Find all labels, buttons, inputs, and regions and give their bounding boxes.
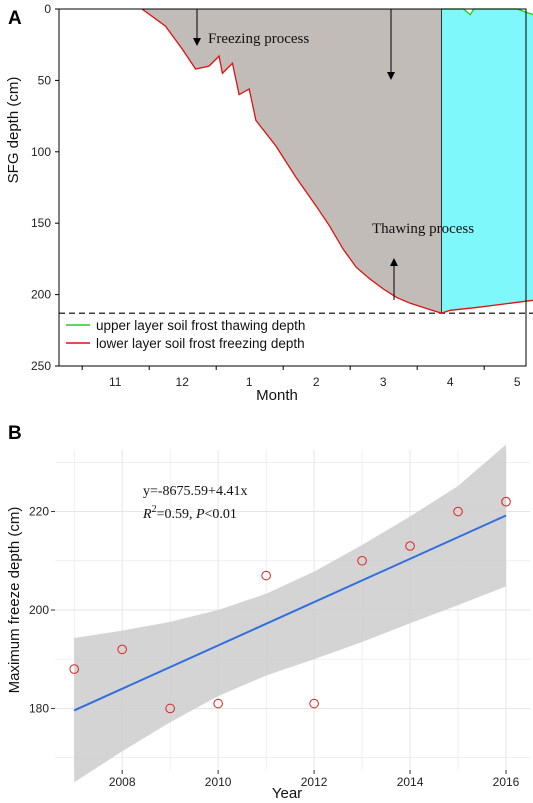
data-point (405, 541, 415, 551)
x-tick-label: 2014 (397, 775, 424, 789)
x-tick-label: 3 (380, 375, 387, 389)
x-tick-label: 11 (109, 375, 122, 389)
data-point (453, 506, 463, 517)
x-tick-label: 2016 (493, 775, 520, 789)
panel-b-ylabel: Maximum freeze depth (cm) (6, 507, 23, 694)
r2-value: =0.59, (157, 507, 196, 522)
thawing-area (441, 9, 533, 314)
r2-symbol: R (142, 507, 152, 522)
panel-b-plot (55, 444, 530, 783)
x-tick-label: 4 (447, 375, 454, 389)
panel-a-y-ticks: 0 50 100 150 200 250 (31, 2, 59, 373)
panel-a-xlabel: Month (256, 387, 298, 404)
x-tick-label: 1 (246, 375, 253, 389)
panel-b-y-ticks: 180 200 220 (29, 505, 55, 715)
y-tick-label: 200 (29, 603, 49, 617)
series-line-upper-thawing (441, 8, 533, 16)
freezing-area (142, 9, 442, 314)
panel-a-x-ticks: 1112123456 (81, 366, 521, 389)
data-point (261, 570, 271, 581)
x-tick-label: 2010 (205, 775, 232, 789)
x-tick-label: 2 (313, 375, 320, 389)
data-point (357, 555, 367, 566)
legend-label-lower: lower layer soil frost freezing depth (96, 336, 305, 351)
y-tick-label: 200 (31, 288, 51, 302)
panel-a-frame (58, 8, 527, 367)
data-point (501, 496, 511, 507)
data-point (309, 698, 319, 709)
data-point (69, 664, 79, 674)
panel-b: B 180 200 220 2008 2010 2012 2014 2016 Maximum… (6, 423, 530, 802)
x-tick-label: 5 (514, 375, 521, 389)
p-value: <0.01 (205, 507, 237, 522)
y-tick-label: 0 (44, 2, 51, 16)
x-tick-label: 2008 (109, 775, 136, 789)
regression-stats: R2=0.59, P<0.01 (142, 504, 237, 522)
x-tick-label: 12 (176, 375, 190, 389)
y-tick-label: 150 (31, 216, 51, 230)
panel-a-legend: upper layer soil frost thawing depth low… (66, 318, 305, 351)
data-point (117, 644, 127, 655)
panel-a-label: A (8, 8, 22, 29)
panel-a-plot (59, 8, 533, 314)
y-tick-label: 180 (29, 701, 49, 715)
panel-b-label: B (8, 423, 22, 444)
series-line-lower-freezing (141, 8, 533, 314)
legend-label-upper: upper layer soil frost thawing depth (96, 318, 305, 333)
y-tick-label: 50 (38, 73, 52, 87)
annotation-freezing: Freezing process (208, 31, 309, 47)
regression-line (73, 514, 507, 712)
y-tick-label: 100 (31, 145, 51, 159)
data-point (213, 698, 223, 709)
x-tick-label: 2012 (301, 775, 328, 789)
regression-equation: y=-8675.59+4.41x (143, 484, 247, 499)
r2-superscript: 2 (152, 504, 157, 515)
panel-a-ylabel: SFG depth (cm) (5, 77, 22, 184)
y-tick-label: 220 (29, 505, 49, 519)
annotation-thawing: Thawing process (372, 221, 474, 237)
panel-b-xlabel: Year (272, 785, 302, 802)
panel-b-x-ticks: 2008 2010 2012 2014 2016 (109, 770, 520, 789)
data-point (165, 703, 175, 714)
y-tick-label: 250 (31, 359, 51, 373)
p-symbol: P (195, 507, 205, 522)
